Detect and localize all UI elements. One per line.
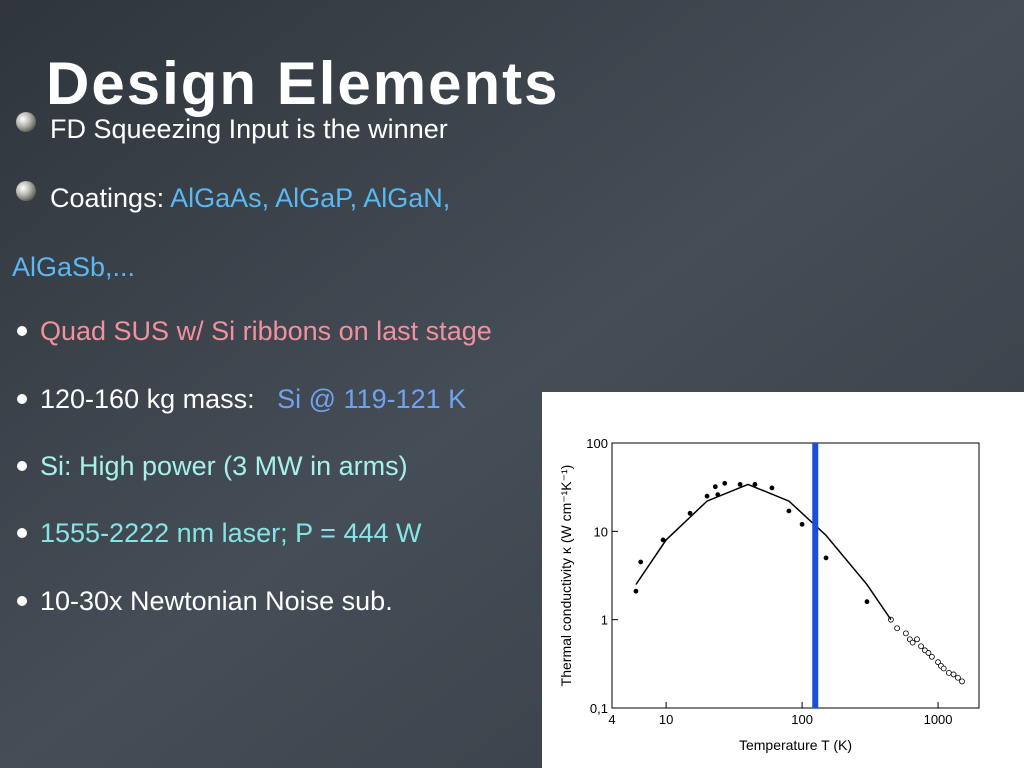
bullet-text: Quad SUS w/ Si ribbons on last stage: [40, 316, 492, 346]
filled-point: [687, 510, 693, 516]
filled-point: [864, 599, 870, 605]
open-point: [928, 653, 935, 660]
text-segment: Coatings:: [50, 183, 170, 213]
bullet-sphere: [16, 181, 36, 201]
x-axis-label: Temperature T (K): [739, 737, 852, 753]
bullet-dot: [17, 528, 27, 538]
text-segment: AlGaAs, AlGaP, AlGaN,: [170, 183, 450, 213]
filled-point: [823, 555, 829, 561]
filled-point: [712, 484, 718, 490]
bullet-text: 1555-2222 nm laser; P = 444 W: [40, 518, 422, 548]
filled-point: [638, 559, 644, 565]
bullet-list: FD Squeezing Input is the winner Coatings…: [12, 112, 492, 616]
filled-point: [633, 588, 639, 594]
bullet-text: AlGaSb,...: [12, 252, 135, 282]
y-axis-label: Thermal conductivity κ (W cm⁻¹K⁻¹): [558, 465, 574, 687]
bullet-text: Coatings: AlGaAs, AlGaP, AlGaN,: [50, 183, 450, 213]
open-point: [940, 665, 947, 672]
text-segment: Quad SUS w/ Si ribbons on last stage: [40, 316, 492, 346]
open-point: [902, 630, 909, 637]
open-point: [950, 671, 957, 678]
x-tick-label: 1000: [924, 712, 953, 727]
filled-point: [722, 480, 728, 486]
x-tick-label: 10: [659, 712, 673, 727]
text-segment: 10-30x Newtonian Noise sub.: [40, 586, 393, 616]
text-segment: AlGaSb,...: [12, 252, 135, 282]
open-point: [935, 659, 941, 666]
text-segment: Si: High power (3 MW in arms): [40, 451, 408, 481]
filled-point: [737, 481, 743, 487]
x-tick-label: 4: [608, 712, 615, 727]
bullet-text: 120-160 kg mass: Si @ 119-121 K: [40, 384, 466, 414]
text-segment: Si @ 119-121 K: [277, 384, 466, 414]
open-point: [914, 636, 920, 643]
y-tick-label: 1: [601, 613, 608, 628]
y-tick-label: 10: [594, 524, 608, 539]
open-point: [945, 669, 952, 676]
y-tick-label: 0,1: [590, 701, 608, 716]
bullet-text: Si: High power (3 MW in arms): [40, 451, 408, 481]
bullet-text: 10-30x Newtonian Noise sub.: [40, 586, 393, 616]
bullet-sphere: [16, 112, 36, 132]
bullet-dot: [17, 394, 27, 404]
bullet-dot: [17, 326, 27, 336]
bullet-text: FD Squeezing Input is the winner: [50, 114, 448, 144]
filled-point: [752, 481, 758, 487]
filled-point: [786, 508, 792, 514]
open-point: [909, 639, 916, 646]
filled-point: [769, 485, 775, 491]
open-point: [918, 643, 924, 650]
text-segment: 1555-2222 nm laser; P = 444 W: [40, 518, 422, 548]
bullet-dot: [17, 461, 27, 471]
text-segment: 120-160 kg mass:: [40, 384, 277, 414]
open-point: [925, 650, 932, 656]
filled-point: [704, 493, 710, 499]
y-tick-label: 100: [586, 436, 608, 451]
text-segment: FD Squeezing Input is the winner: [50, 114, 448, 144]
fit-line: [635, 483, 892, 621]
bullet-dot: [17, 596, 27, 606]
slide-title: Design Elements: [46, 50, 560, 117]
chart: 4 10 100 1000 0,1 1 10 100 Temperature T (K) Ther…: [558, 436, 980, 753]
open-point: [955, 674, 961, 681]
open-point: [959, 678, 965, 685]
figure-background: [542, 392, 1024, 768]
open-point: [894, 625, 901, 632]
x-tick-label: 100: [791, 712, 813, 727]
filled-point: [799, 521, 805, 527]
plot-frame: [611, 442, 980, 709]
filled-point: [660, 537, 666, 543]
